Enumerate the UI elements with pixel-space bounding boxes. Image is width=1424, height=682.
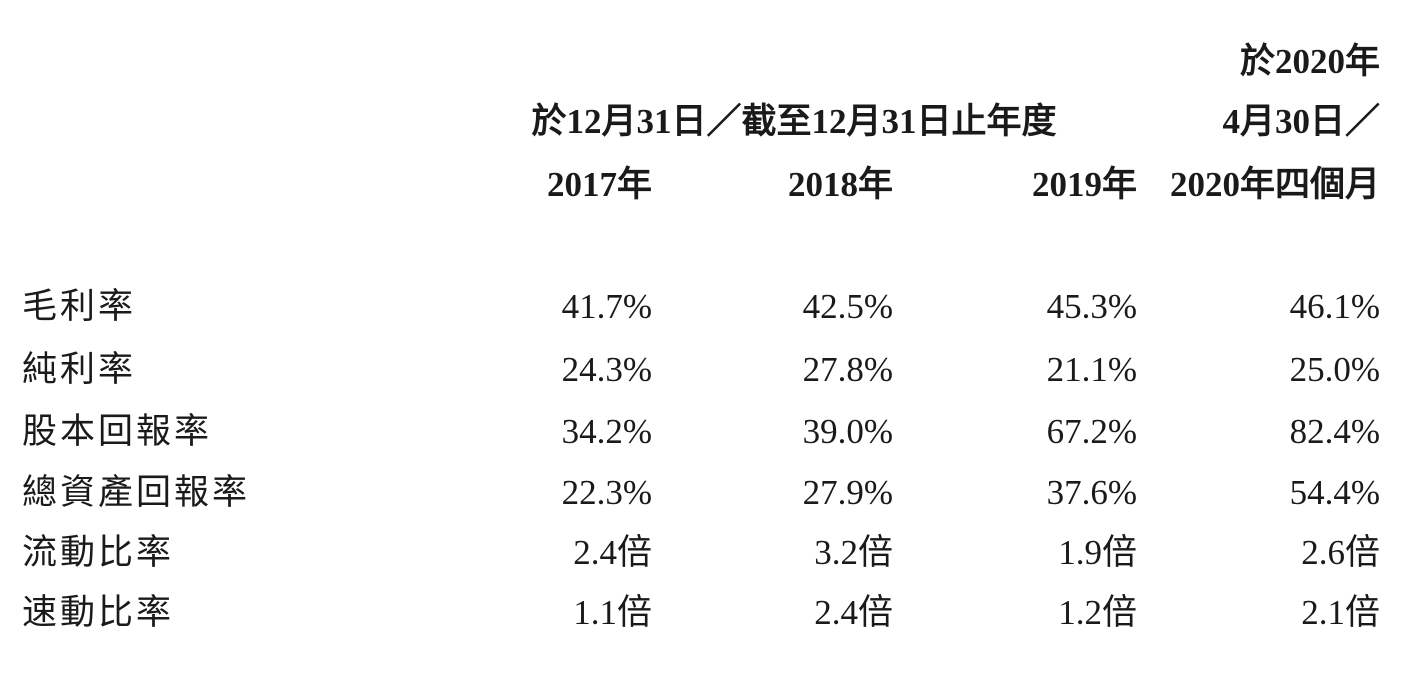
- cell-value: 27.9%: [802, 473, 893, 512]
- cell-value: 25.0%: [1289, 350, 1380, 389]
- cell-value: 41.7%: [561, 287, 652, 326]
- cell-value: 34.2%: [561, 412, 652, 451]
- column-header: 2017年: [546, 165, 652, 204]
- cell-value: 54.4%: [1289, 473, 1380, 512]
- cell-value: 27.8%: [802, 350, 893, 389]
- cell-value: 2.4倍: [814, 593, 893, 632]
- row-label: 毛利率: [22, 287, 137, 326]
- cell-value: 82.4%: [1289, 412, 1380, 451]
- column-header: 2018年: [787, 165, 893, 204]
- cell-value: 45.3%: [1046, 287, 1137, 326]
- cell-value: 21.1%: [1046, 350, 1137, 389]
- cell-value: 46.1%: [1289, 287, 1380, 326]
- cell-value: 37.6%: [1046, 473, 1137, 512]
- cell-value: 42.5%: [802, 287, 893, 326]
- row-label: 流動比率: [22, 533, 175, 572]
- cell-value: 1.1倍: [573, 593, 652, 632]
- period-note: 於2020年: [1239, 42, 1380, 81]
- row-label: 股本回報率: [22, 412, 213, 451]
- row-label: 總資產回報率: [22, 473, 251, 512]
- period-note: 4月30日／: [1222, 102, 1380, 141]
- cell-value: 39.0%: [802, 412, 893, 451]
- cell-value: 22.3%: [561, 473, 652, 512]
- row-label: 純利率: [22, 350, 137, 389]
- cell-value: 2.1倍: [1301, 593, 1380, 632]
- column-header: 2019年: [1031, 165, 1137, 204]
- cell-value: 3.2倍: [814, 533, 893, 572]
- cell-value: 2.4倍: [573, 533, 652, 572]
- cell-value: 67.2%: [1046, 412, 1137, 451]
- cell-value: 1.9倍: [1058, 533, 1137, 572]
- cell-value: 2.6倍: [1301, 533, 1380, 572]
- column-header: 2020年四個月: [1169, 165, 1380, 204]
- cell-value: 24.3%: [561, 350, 652, 389]
- cell-value: 1.2倍: [1058, 593, 1137, 632]
- group-title: 於12月31日／截至12月31日止年度: [531, 102, 1057, 141]
- row-label: 速動比率: [22, 593, 175, 632]
